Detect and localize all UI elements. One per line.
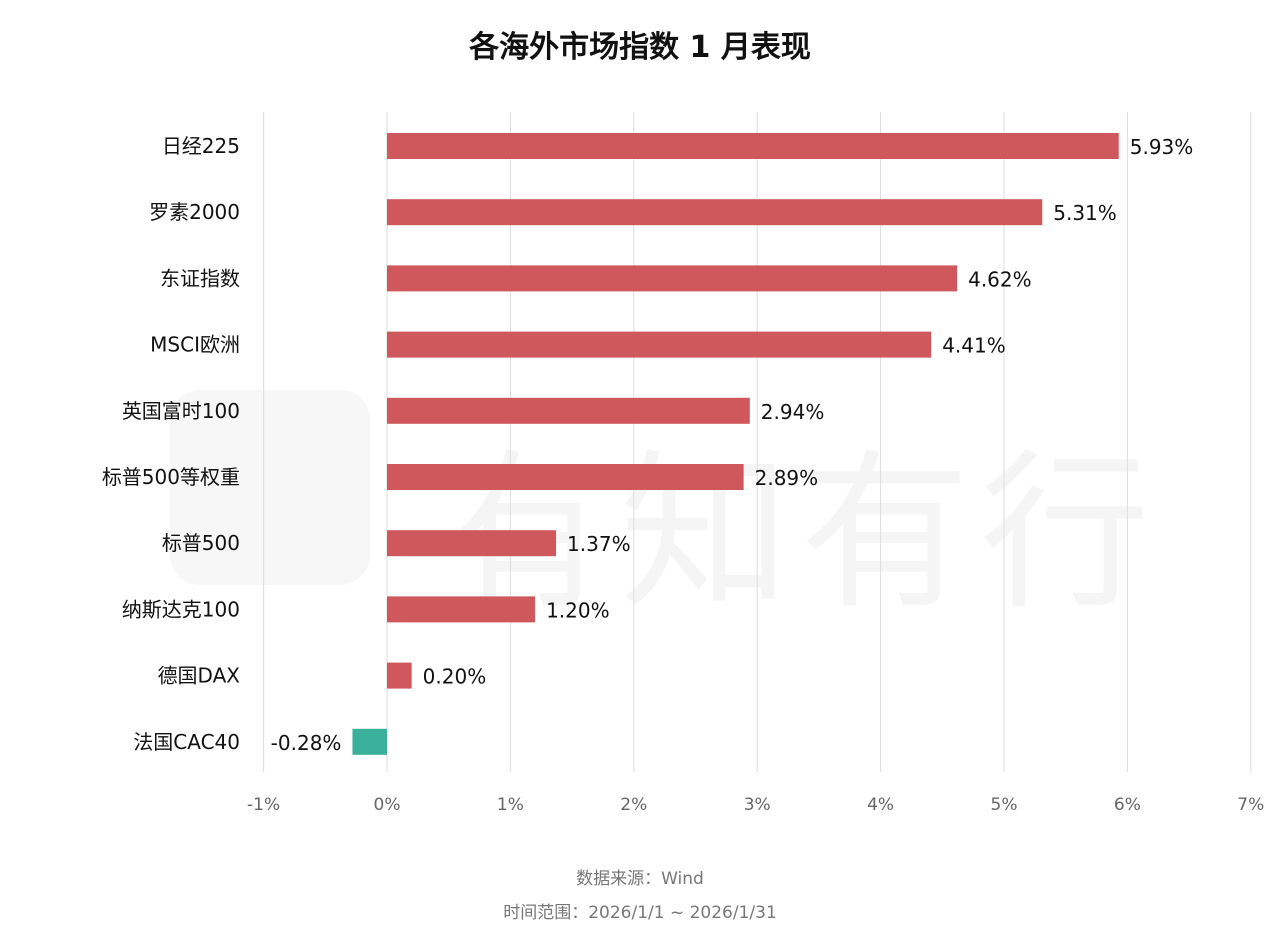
- category-label: 英国富时100: [122, 399, 240, 423]
- bar: [387, 397, 750, 424]
- x-tick-label: -1%: [247, 795, 280, 815]
- bar: [387, 662, 412, 689]
- category-label: 法国CAC40: [133, 730, 240, 754]
- x-tick-label: 3%: [744, 795, 771, 815]
- data-label: 1.20%: [546, 598, 610, 622]
- x-tick-label: 6%: [1114, 795, 1141, 815]
- chart-title: 各海外市场指数 1 月表现: [469, 30, 811, 65]
- bar: [387, 331, 932, 358]
- data-label: 5.31%: [1053, 201, 1117, 225]
- x-tick-label: 1%: [497, 795, 524, 815]
- category-label: 标普500: [162, 531, 240, 555]
- data-label: 0.20%: [423, 665, 487, 689]
- category-label: 标普500等权重: [102, 465, 240, 489]
- data-label: 5.93%: [1130, 135, 1194, 159]
- bar: [387, 464, 744, 490]
- category-label: 德国DAX: [158, 664, 241, 688]
- x-tick-label: 2%: [620, 795, 647, 815]
- category-label: 纳斯达克100: [122, 597, 240, 621]
- category-label: MSCI欧洲: [150, 333, 240, 357]
- category-label: 日经225: [162, 134, 240, 158]
- category-label: 东证指数: [160, 266, 240, 290]
- data-label: 2.89%: [755, 466, 819, 490]
- data-label: 4.62%: [968, 267, 1032, 291]
- x-tick-label: 7%: [1237, 795, 1264, 815]
- data-source: 数据来源：Wind: [576, 869, 704, 889]
- data-label: 1.37%: [567, 532, 631, 556]
- x-tick-label: 0%: [374, 795, 401, 815]
- bar: [387, 265, 958, 292]
- data-label: -0.28%: [271, 731, 342, 755]
- data-label: 4.41%: [942, 334, 1006, 358]
- bar: [352, 728, 387, 755]
- bar: [387, 199, 1043, 226]
- bar: [387, 133, 1119, 159]
- bar: [387, 596, 536, 623]
- time-range: 时间范围：2026/1/1 ~ 2026/1/31: [503, 903, 777, 923]
- x-tick-label: 4%: [867, 795, 894, 815]
- category-label: 罗素2000: [149, 200, 240, 224]
- data-label: 2.94%: [761, 400, 825, 424]
- x-tick-label: 5%: [991, 795, 1018, 815]
- bar: [387, 530, 557, 557]
